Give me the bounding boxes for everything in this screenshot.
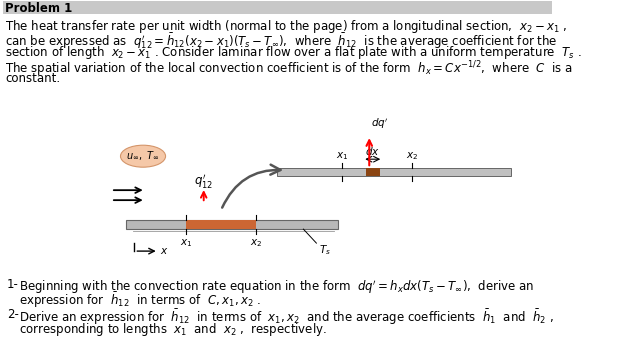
Text: constant.: constant. [5,72,60,85]
Text: $x$: $x$ [161,246,169,256]
Polygon shape [125,220,338,229]
Bar [366,168,380,176]
Text: $x_2$: $x_2$ [250,237,262,249]
Text: $x_2$: $x_2$ [406,150,418,162]
Bar [277,168,511,176]
Text: The spatial variation of the local convection coefficient is of the form  $h_x =: The spatial variation of the local conve… [5,59,573,79]
Bar [3,1,552,14]
Text: $dx$: $dx$ [365,145,380,157]
Text: $T_s$: $T_s$ [319,243,331,257]
Bar [186,220,256,229]
Text: The heat transfer rate per unit width (normal to the page) from a longitudinal s: The heat transfer rate per unit width (n… [5,18,567,35]
Text: corresponding to lengths  $x_1$  and  $x_2$ ,  respectively.: corresponding to lengths $x_1$ and $x_2$… [19,321,327,338]
Text: $x_1$: $x_1$ [336,150,349,162]
Text: section of length  $x_2 - x_1$ . Consider laminar flow over a flat plate with a : section of length $x_2 - x_1$ . Consider… [5,44,582,61]
Text: expression for  $\bar{h}_{12}$  in terms of  $C, x_1, x_2$ .: expression for $\bar{h}_{12}$ in terms o… [19,291,261,310]
Text: Derive an expression for  $\bar{h}_{12}$  in terms of  $x_1, x_2$  and the avera: Derive an expression for $\bar{h}_{12}$ … [19,308,554,328]
Text: 1-: 1- [7,278,19,291]
Text: Problem 1: Problem 1 [5,2,72,15]
Text: can be expressed as  $q^{\prime}_{12} = \bar{h}_{12}(x_2 - x_1)(T_s - T_\infty)$: can be expressed as $q^{\prime}_{12} = \… [5,31,557,51]
Text: $dq^{\prime}$: $dq^{\prime}$ [371,117,388,131]
Text: 2-: 2- [7,308,19,321]
Text: Beginning with the convection rate equation in the form  $dq^{\prime} = h_x dx(T: Beginning with the convection rate equat… [19,278,534,296]
Ellipse shape [120,145,166,167]
Text: $u_\infty,\ T_\infty$: $u_\infty,\ T_\infty$ [126,150,159,162]
Text: $x_1$: $x_1$ [180,237,193,249]
Text: $q^{\prime}_{12}$: $q^{\prime}_{12}$ [194,172,213,190]
